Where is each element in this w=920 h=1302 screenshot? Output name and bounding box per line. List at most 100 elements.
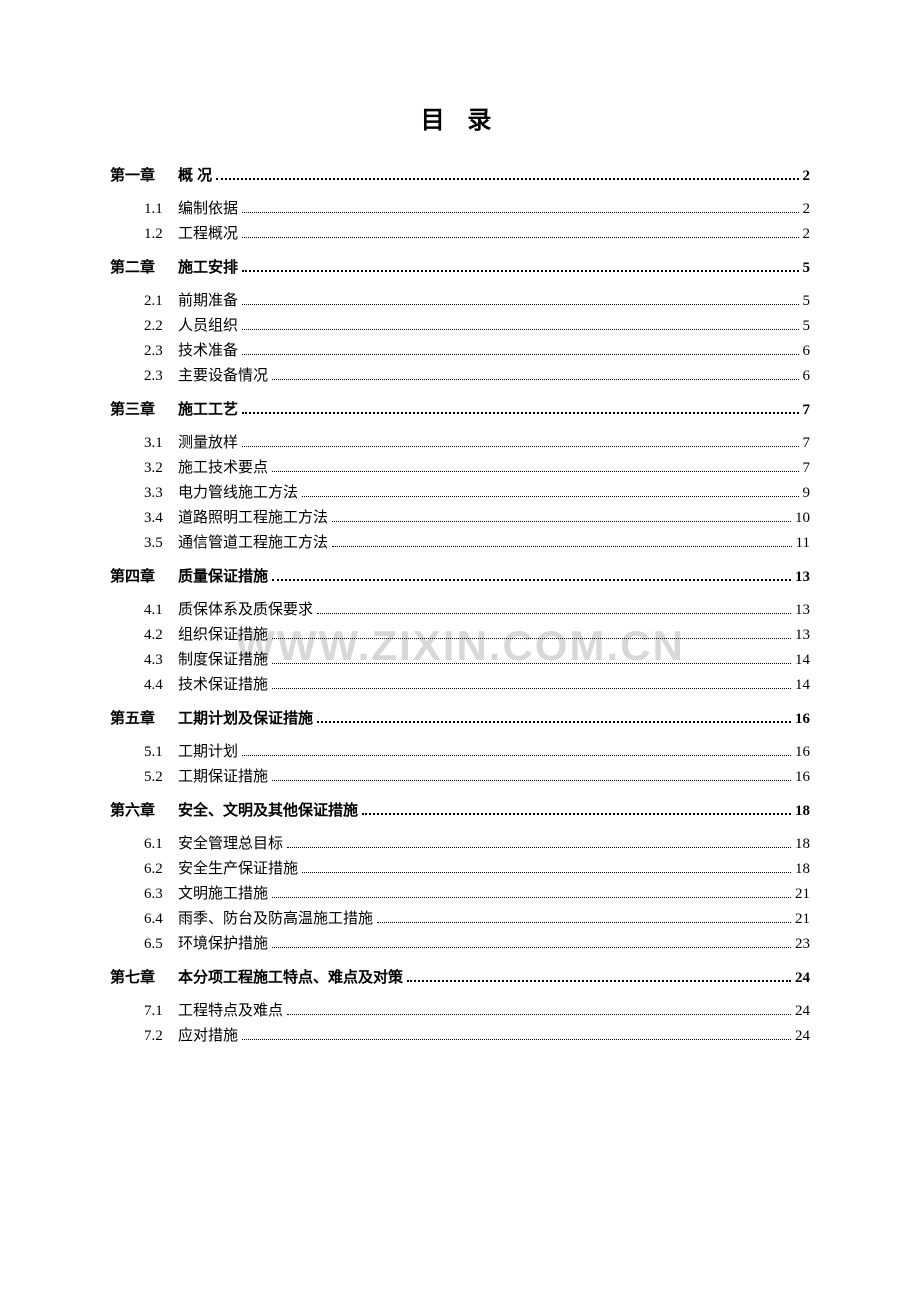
leader-dots [272,897,791,898]
section-title: 工期计划 [178,742,238,763]
section-number: 6.3 [144,884,178,905]
section-title: 电力管线施工方法 [178,483,298,504]
leader-dots [242,237,798,238]
leader-dots [242,1039,791,1040]
section-title: 环境保护措施 [178,934,268,955]
leader-dots [332,546,792,547]
leader-dots [362,813,791,815]
section-page: 24 [795,1001,810,1022]
toc-section: 3.5通信管道工程施工方法11 [110,533,810,554]
section-number: 2.3 [144,366,178,387]
chapter-title: 本分项工程施工特点、难点及对策 [178,967,403,988]
section-page: 10 [795,508,810,529]
chapter-title: 工期计划及保证措施 [178,708,313,729]
chapter-page: 18 [795,801,810,822]
section-number: 2.1 [144,291,178,312]
toc-section: 7.2 应对措施24 [110,1026,810,1047]
section-page: 21 [795,884,810,905]
toc-section: 4.3制度保证措施14 [110,650,810,671]
section-title: 施工技术要点 [178,458,268,479]
section-page: 18 [795,834,810,855]
section-page: 11 [796,533,810,554]
section-number: 6.1 [144,834,178,855]
section-title: 测量放样 [178,433,238,454]
toc-section: 6.1安全管理总目标18 [110,834,810,855]
section-title: 安全生产保证措施 [178,859,298,880]
leader-dots [242,329,798,330]
section-title: 编制依据 [178,199,238,220]
chapter-label: 第五章 [110,708,178,729]
section-page: 16 [795,767,810,788]
section-number: 6.2 [144,859,178,880]
leader-dots [407,980,791,982]
toc-section: 5.1工期计划16 [110,742,810,763]
chapter-label: 第一章 [110,165,178,186]
section-page: 21 [795,909,810,930]
section-page: 2 [803,224,811,245]
toc-section: 6.3文明施工措施21 [110,884,810,905]
toc-section: 3.3电力管线施工方法9 [110,483,810,504]
leader-dots [242,755,791,756]
chapter-title: 质量保证措施 [178,566,268,587]
leader-dots [287,1014,791,1015]
section-title: 制度保证措施 [178,650,268,671]
chapter-label: 第四章 [110,566,178,587]
section-number: 1.2 [144,224,178,245]
chapter-label: 第三章 [110,399,178,420]
leader-dots [242,212,798,213]
section-page: 9 [803,483,811,504]
toc-chapter: 第二章施工安排5 [110,257,810,279]
toc-section: 3.4道路照明工程施工方法10 [110,508,810,529]
chapter-title: 施工工艺 [178,399,238,420]
section-number: 2.3 [144,341,178,362]
chapter-label: 第七章 [110,967,178,988]
chapter-page: 7 [803,400,811,421]
table-of-contents: 第一章概 况21.1编制依据21.2工程概况2第二章施工安排52.1前期准备52… [110,165,810,1047]
toc-chapter: 第四章质量保证措施13 [110,566,810,588]
toc-title: 目 录 [110,100,810,135]
section-number: 1.1 [144,199,178,220]
section-page: 18 [795,859,810,880]
page-container: 目 录 第一章概 况21.1编制依据21.2工程概况2第二章施工安排52.1前期… [0,0,920,1047]
section-page: 16 [795,742,810,763]
toc-section: 6.2安全生产保证措施 18 [110,859,810,880]
section-title: 主要设备情况 [178,366,268,387]
toc-section: 4.4技术保证措施14 [110,675,810,696]
section-title: 雨季、防台及防高温施工措施 [178,909,373,930]
toc-chapter: 第六章安全、文明及其他保证措施18 [110,800,810,822]
toc-section: 4.1质保体系及质保要求13 [110,600,810,621]
toc-chapter: 第一章概 况2 [110,165,810,187]
section-page: 13 [795,625,810,646]
toc-section: 2.2人员组织5 [110,316,810,337]
section-title: 道路照明工程施工方法 [178,508,328,529]
section-title: 技术准备 [178,341,238,362]
chapter-title: 施工安排 [178,257,238,278]
leader-dots [242,304,798,305]
leader-dots [272,471,798,472]
toc-section: 5.2工期保证措施16 [110,767,810,788]
leader-dots [377,922,791,923]
chapter-page: 16 [795,709,810,730]
section-title: 工程概况 [178,224,238,245]
section-number: 5.2 [144,767,178,788]
section-page: 5 [803,316,811,337]
toc-chapter: 第五章工期计划及保证措施 16 [110,708,810,730]
leader-dots [317,721,791,723]
section-page: 14 [795,675,810,696]
toc-chapter: 第七章本分项工程施工特点、难点及对策24 [110,967,810,989]
leader-dots [242,270,798,272]
leader-dots [272,638,791,639]
toc-section: 4.2组织保证措施13 [110,625,810,646]
section-title: 应对措施 [178,1026,238,1047]
leader-dots [272,579,791,581]
section-title: 组织保证措施 [178,625,268,646]
section-page: 5 [803,291,811,312]
leader-dots [272,379,798,380]
leader-dots [272,663,791,664]
section-title: 人员组织 [178,316,238,337]
toc-section: 2.3主要设备情况6 [110,366,810,387]
section-number: 7.2 [144,1026,178,1047]
toc-section: 7.1工程特点及难点24 [110,1001,810,1022]
toc-section: 1.2工程概况 2 [110,224,810,245]
leader-dots [272,688,791,689]
